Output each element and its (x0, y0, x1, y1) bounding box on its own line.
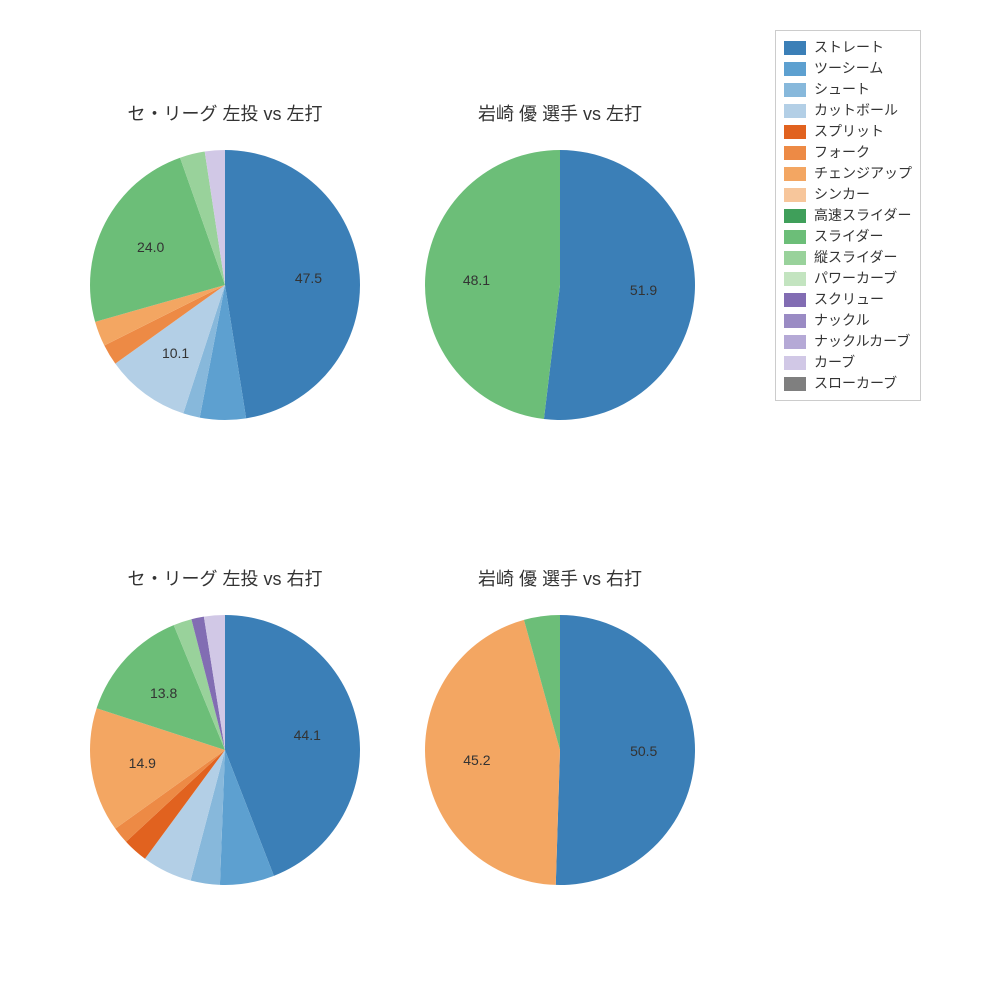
pie-slice-label: 10.1 (162, 345, 189, 361)
pie-slice-label: 13.8 (150, 685, 177, 701)
chart-title: 岩崎 優 選手 vs 左打 (478, 100, 642, 126)
legend-item: ナックル (784, 310, 912, 331)
legend-label: シンカー (814, 184, 870, 205)
legend-swatch (784, 272, 806, 286)
legend-item: シュート (784, 79, 912, 100)
legend-item: ナックルカーブ (784, 331, 912, 352)
legend-item: フォーク (784, 142, 912, 163)
legend-item: 縦スライダー (784, 247, 912, 268)
legend-item: パワーカーブ (784, 268, 912, 289)
legend-swatch (784, 209, 806, 223)
legend-label: スライダー (814, 226, 883, 247)
legend-item: スクリュー (784, 289, 912, 310)
legend-swatch (784, 377, 806, 391)
legend-label: ツーシーム (814, 58, 883, 79)
legend-swatch (784, 83, 806, 97)
legend-label: スプリット (814, 121, 884, 142)
pie-slice (425, 150, 560, 419)
pie-slice-label: 51.9 (630, 282, 657, 298)
pie-slice (556, 615, 695, 885)
chart-title: 岩崎 優 選手 vs 右打 (478, 565, 642, 591)
legend-swatch (784, 125, 806, 139)
pie-slice (225, 150, 360, 418)
legend-item: ツーシーム (784, 58, 912, 79)
legend-swatch (784, 146, 806, 160)
legend-item: スライダー (784, 226, 912, 247)
chart-grid: セ・リーグ 左投 vs 左打 47.5 10.1 24.0 岩崎 優 選手 vs 左打 5… (0, 0, 1000, 1000)
pie-wrap (88, 148, 362, 427)
legend-label: シュート (814, 79, 870, 100)
legend-swatch (784, 188, 806, 202)
legend-label: チェンジアップ (814, 163, 912, 184)
pie-chart (88, 613, 362, 887)
pie-wrap (88, 613, 362, 892)
pie-slice-label: 24.0 (137, 239, 164, 255)
pie-slice-label: 50.5 (630, 743, 657, 759)
pie-slice-label: 47.5 (295, 270, 322, 286)
legend-label: ストレート (814, 37, 884, 58)
legend-item: ストレート (784, 37, 912, 58)
legend-swatch (784, 293, 806, 307)
legend-swatch (784, 356, 806, 370)
legend-item: 高速スライダー (784, 205, 912, 226)
chart-title: セ・リーグ 左投 vs 左打 (127, 100, 322, 126)
chart-title: セ・リーグ 左投 vs 右打 (127, 565, 322, 591)
legend-label: ナックルカーブ (814, 331, 910, 352)
legend-label: ナックル (814, 310, 870, 331)
legend-label: スローカーブ (814, 373, 897, 394)
legend-item: スローカーブ (784, 373, 912, 394)
pie-slice-label: 14.9 (129, 755, 156, 771)
legend-label: 縦スライダー (814, 247, 897, 268)
legend-label: パワーカーブ (814, 268, 897, 289)
legend-item: シンカー (784, 184, 912, 205)
legend-label: スクリュー (814, 289, 884, 310)
legend-label: カットボール (814, 100, 898, 121)
pie-slice-label: 44.1 (294, 727, 321, 743)
legend-item: スプリット (784, 121, 912, 142)
legend-label: フォーク (814, 142, 870, 163)
legend-item: チェンジアップ (784, 163, 912, 184)
legend-swatch (784, 251, 806, 265)
legend-swatch (784, 335, 806, 349)
legend-swatch (784, 41, 806, 55)
legend: ストレートツーシームシュートカットボールスプリットフォークチェンジアップシンカー… (775, 30, 921, 401)
legend-swatch (784, 230, 806, 244)
legend-item: カーブ (784, 352, 912, 373)
legend-swatch (784, 314, 806, 328)
pie-slice-label: 45.2 (463, 752, 490, 768)
pie-slice (544, 150, 695, 420)
legend-label: 高速スライダー (814, 205, 911, 226)
legend-swatch (784, 167, 806, 181)
legend-swatch (784, 104, 806, 118)
legend-item: カットボール (784, 100, 912, 121)
pie-slice-label: 48.1 (463, 272, 490, 288)
legend-label: カーブ (814, 352, 855, 373)
legend-swatch (784, 62, 806, 76)
